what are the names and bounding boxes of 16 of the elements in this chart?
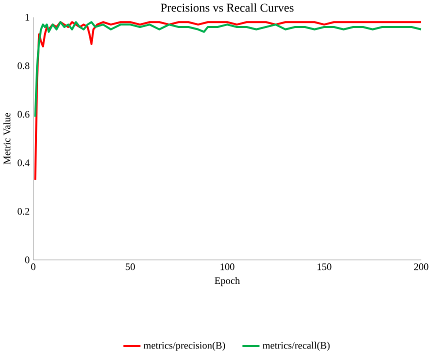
x-tick-label: 150 bbox=[318, 263, 332, 270]
x-axis-title: Epoch bbox=[214, 276, 240, 286]
y-tick-label: 0 bbox=[25, 256, 30, 264]
x-tick-label: 50 bbox=[126, 263, 135, 270]
y-tick-label: 0.8 bbox=[18, 62, 30, 70]
x-tick-label: 0 bbox=[31, 263, 36, 270]
y-tick-label: 0.6 bbox=[18, 110, 30, 118]
legend-label: metrics/recall(B) bbox=[262, 342, 330, 351]
y-axis-title: Metric Value bbox=[3, 112, 10, 164]
y-tick-label: 1 bbox=[26, 14, 30, 20]
y-tick-label: 0.2 bbox=[18, 208, 30, 215]
x-tick-label: 100 bbox=[220, 263, 234, 270]
y-tick-label: 0.4 bbox=[18, 159, 30, 166]
x-tick-label: 200 bbox=[414, 263, 428, 270]
legend-label: metrics/precision(B) bbox=[144, 342, 226, 351]
chart-title: Precisions vs Recall Curves bbox=[160, 3, 294, 12]
